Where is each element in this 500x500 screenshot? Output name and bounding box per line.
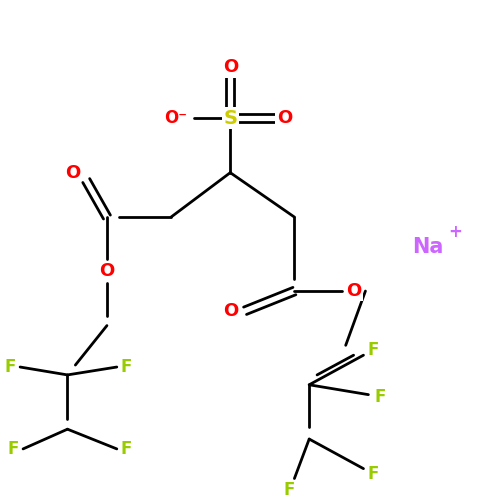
Text: O⁻: O⁻ [164,110,188,128]
Text: F: F [4,358,16,376]
Text: +: + [448,223,462,241]
Text: F: F [284,482,295,500]
Text: O: O [222,302,238,320]
Text: F: F [121,440,132,458]
Text: F: F [368,464,379,482]
Text: F: F [374,388,386,406]
Text: F: F [368,342,379,359]
Text: O: O [222,58,238,76]
Text: O: O [100,262,114,280]
Text: O: O [65,164,80,182]
Text: F: F [121,358,132,376]
Text: Na: Na [412,236,444,256]
Text: S: S [224,109,237,128]
Text: O: O [346,282,361,300]
Text: F: F [8,440,19,458]
Text: O: O [277,110,292,128]
